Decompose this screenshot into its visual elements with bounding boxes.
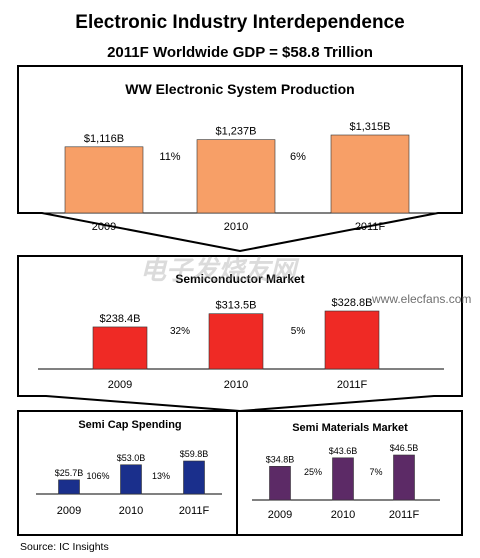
svg-text:电子发烧友网: 电子发烧友网 (140, 255, 300, 285)
bar (324, 310, 380, 370)
semiconductor-market-chart: Semiconductor Market $238.4B 2009 $313.5B 20… (38, 272, 444, 391)
bar-value-label: $46.5B (390, 443, 419, 453)
growth-rate-label: 13% (152, 471, 170, 481)
x-tick-label: 2010 (331, 509, 355, 521)
growth-rate-label: 11% (159, 151, 180, 163)
bar-value-label: $25.7B (55, 468, 84, 478)
x-tick-label: 2009 (92, 221, 116, 233)
bar-value-label: $43.6B (329, 446, 358, 456)
bar (393, 454, 415, 501)
growth-rate-label: 32% (170, 326, 190, 337)
bar (64, 146, 144, 214)
growth-rate-label: 25% (304, 467, 322, 477)
semi-cap-spending-chart: Semi Cap Spending $25.7B 2009 $53.0B 2010 $59… (36, 419, 222, 517)
bar-value-label: $1,237B (216, 126, 257, 138)
page-subtitle: 2011F Worldwide GDP = $58.8 Trillion (107, 44, 373, 61)
bar (332, 457, 354, 501)
chart-title: WW Electronic System Production (125, 81, 354, 97)
growth-rate-label: 5% (291, 326, 306, 337)
bar (330, 134, 410, 214)
x-tick-label: 2009 (108, 379, 132, 391)
bar (92, 326, 148, 370)
chart-title: Semiconductor Market (175, 272, 304, 286)
x-tick-label: 2009 (57, 505, 81, 517)
growth-rate-label: 6% (290, 151, 306, 163)
x-tick-label: 2010 (119, 505, 143, 517)
semi-materials-market-chart: Semi Materials Market $34.8B 2009 $43.6B 201… (252, 422, 440, 521)
x-tick-label: 2011F (389, 509, 420, 521)
bar (58, 479, 80, 495)
bottom-panel (17, 410, 463, 536)
bar-value-label: $53.0B (117, 453, 146, 463)
bar (120, 464, 142, 495)
x-tick-label: 2010 (224, 379, 248, 391)
x-tick-label: 2011F (355, 221, 386, 233)
bar-value-label: $1,315B (350, 121, 391, 133)
x-tick-label: 2011F (337, 379, 368, 391)
bar-value-label: $1,116B (84, 133, 124, 145)
growth-rate-label: 7% (369, 467, 382, 477)
bar (196, 139, 276, 214)
bar-value-label: $59.8B (180, 449, 209, 459)
source-note: Source: IC Insights (20, 541, 109, 553)
x-tick-label: 2011F (179, 505, 210, 517)
bar-value-label: $34.8B (266, 454, 295, 464)
page-title: Electronic Industry Interdependence (75, 12, 405, 33)
growth-rate-label: 106% (86, 471, 109, 481)
watermark-text: www.elecfans.com (372, 292, 472, 306)
bar (208, 313, 264, 370)
bar (269, 466, 291, 501)
bar-value-label: $238.4B (100, 313, 141, 325)
chart-title: Semi Materials Market (292, 422, 408, 434)
bar-value-label: $328.8B (332, 297, 373, 309)
system-production-chart: WW Electronic System Production $1,116B 20… (36, 81, 444, 233)
watermark-logo: 电子发烧友网 (140, 255, 340, 290)
x-tick-label: 2009 (268, 509, 292, 521)
bar-value-label: $313.5B (216, 300, 257, 312)
x-tick-label: 2010 (224, 221, 248, 233)
chart-title: Semi Cap Spending (78, 419, 181, 431)
bar (183, 460, 205, 495)
